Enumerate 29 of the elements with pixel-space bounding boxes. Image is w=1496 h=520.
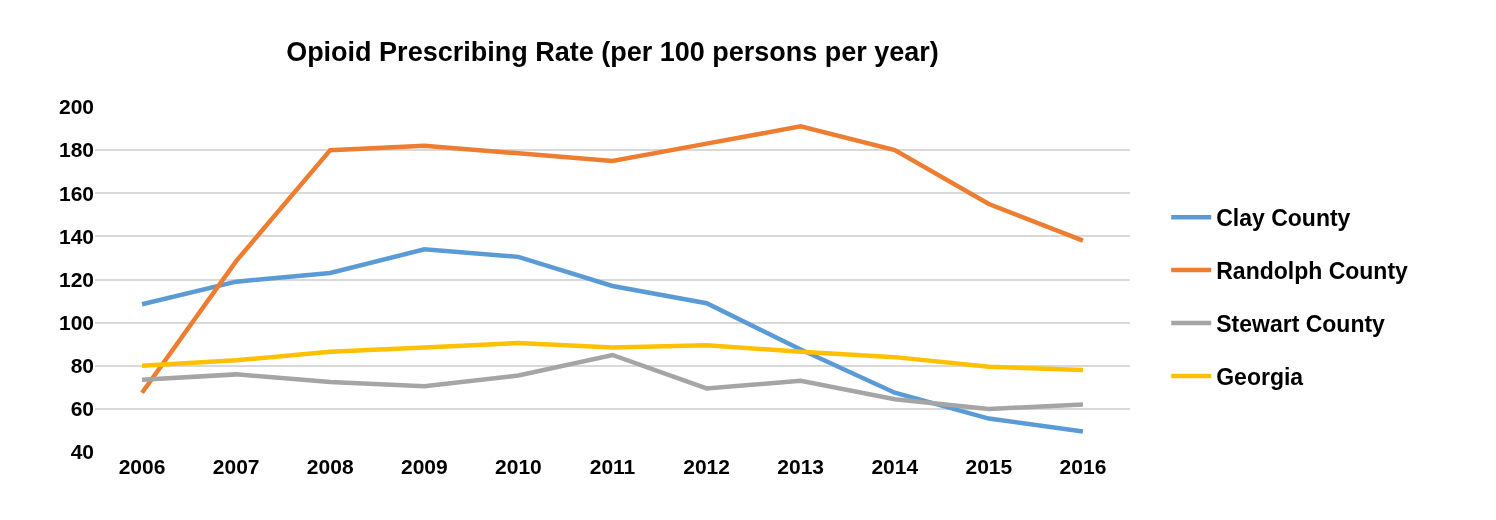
x-tick-label: 2007 — [212, 455, 260, 478]
y-tick-label: 180 — [58, 138, 94, 162]
line-series — [139, 352, 1086, 412]
legend-label: Randolph County — [1216, 258, 1409, 285]
x-tick-label: 2011 — [589, 455, 636, 478]
y-tick-label: 140 — [58, 224, 94, 248]
line-series — [139, 124, 1086, 395]
chart-title: Opioid Prescribing Rate (per 100 persons per year) — [286, 37, 939, 68]
y-tick-label: 60 — [70, 397, 94, 421]
x-tick-label: 2009 — [400, 455, 448, 478]
legend-label: Clay County — [1216, 205, 1351, 232]
x-tick-label: 2013 — [777, 455, 825, 478]
x-tick-label: 2006 — [118, 455, 166, 478]
x-tick-label: 2012 — [683, 455, 730, 478]
y-tick-label: 200 — [58, 95, 94, 119]
y-tick-label: 80 — [70, 354, 94, 378]
y-tick-label: 40 — [70, 440, 94, 464]
x-tick-label: 2016 — [1059, 455, 1107, 478]
legend-label: Stewart County — [1216, 310, 1386, 337]
x-tick-label: 2014 — [871, 455, 919, 478]
y-tick-label: 100 — [58, 310, 94, 334]
x-tick-label: 2010 — [495, 455, 542, 478]
legend-label: Georgia — [1216, 363, 1304, 390]
y-tick-label: 160 — [58, 181, 94, 205]
y-tick-label: 120 — [58, 267, 94, 291]
line-series — [139, 340, 1086, 373]
line-series — [139, 247, 1086, 434]
x-tick-label: 2008 — [306, 455, 354, 478]
x-tick-label: 2015 — [965, 455, 1013, 478]
